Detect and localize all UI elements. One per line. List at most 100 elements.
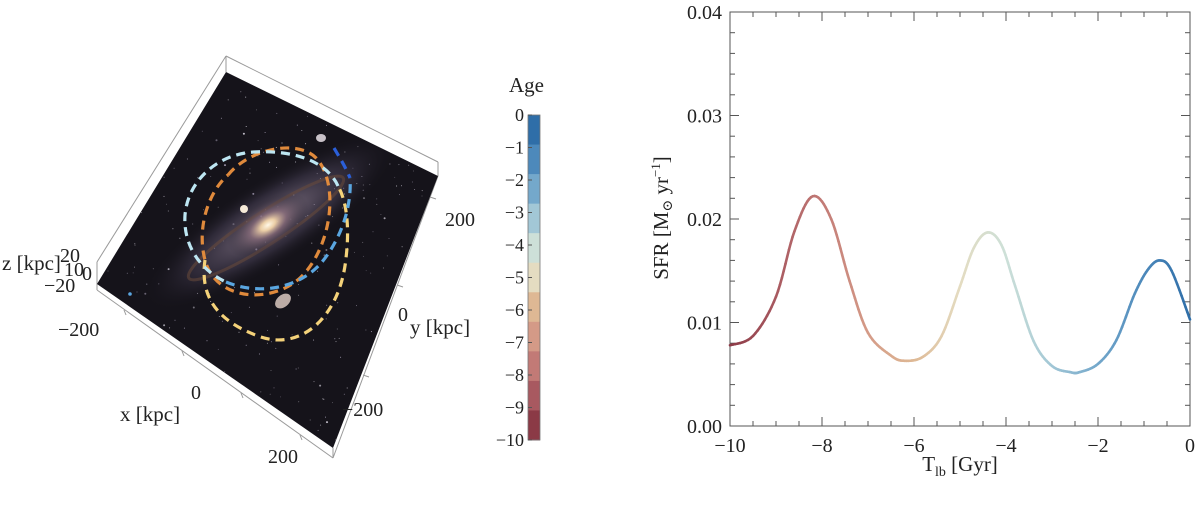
colorbar-block [528, 233, 540, 264]
star [295, 368, 297, 370]
star [233, 385, 236, 388]
star [414, 189, 416, 190]
star [173, 384, 174, 386]
star [365, 270, 367, 272]
star [267, 329, 269, 331]
star [275, 146, 277, 148]
star [166, 203, 167, 205]
colorbar-tick-label: −8 [505, 365, 524, 385]
star [326, 421, 328, 424]
star [276, 166, 277, 168]
z-tick-label: 0 [82, 263, 92, 285]
star [156, 102, 158, 104]
star [167, 210, 169, 212]
star [416, 292, 418, 294]
star [301, 443, 304, 446]
star [312, 57, 313, 58]
star [126, 101, 128, 103]
sfr-line-segment [1187, 315, 1192, 321]
colorbar-tick-label: −6 [505, 300, 524, 320]
star [340, 356, 342, 358]
star [427, 388, 429, 391]
star [183, 327, 185, 329]
star [379, 441, 380, 443]
star [194, 406, 196, 408]
star [382, 267, 384, 269]
star [269, 161, 271, 163]
star [143, 165, 146, 168]
star [134, 244, 136, 246]
star [152, 268, 154, 270]
star [243, 385, 245, 387]
star [157, 90, 159, 91]
star [414, 372, 417, 375]
star [107, 270, 109, 272]
star [302, 59, 303, 60]
star [240, 91, 242, 93]
star [325, 103, 327, 105]
y-tick-label: 200 [445, 209, 475, 231]
colorbar-block [528, 262, 540, 293]
star [335, 341, 337, 343]
star [377, 422, 378, 424]
star [270, 341, 272, 343]
star [136, 131, 138, 133]
colorbar-block [528, 292, 540, 323]
star [177, 115, 179, 117]
star [134, 266, 135, 268]
star [380, 214, 382, 215]
star [384, 97, 386, 99]
star [208, 393, 210, 395]
star [399, 330, 401, 332]
orbit-path-now [332, 147, 352, 179]
star [253, 83, 255, 85]
star [352, 109, 354, 111]
star [280, 396, 281, 398]
star [260, 391, 262, 393]
x-tick-label: −2 [1087, 435, 1108, 457]
star [176, 379, 178, 380]
star [436, 362, 438, 364]
colorbar-tick-label: −4 [505, 235, 524, 255]
star [231, 414, 233, 416]
star [352, 81, 353, 83]
star [295, 443, 297, 445]
star [408, 164, 410, 166]
star [212, 438, 214, 440]
star [376, 203, 378, 205]
star [415, 271, 417, 273]
star [174, 100, 176, 102]
star [194, 444, 196, 447]
star [176, 139, 178, 141]
star [263, 413, 265, 415]
star [370, 272, 372, 274]
star [237, 435, 239, 437]
star [396, 185, 398, 187]
colorbar-block [528, 174, 540, 205]
star [301, 66, 302, 67]
sky-3d-panel: z [kpc] 20 10 0 −20 −200 0 200 x [kpc] 2… [2, 55, 475, 468]
star [414, 287, 416, 289]
star [286, 434, 288, 436]
star [100, 385, 103, 388]
star [304, 88, 306, 90]
star [317, 429, 319, 431]
star [431, 146, 433, 147]
star [421, 190, 423, 192]
star [434, 415, 436, 417]
star [418, 85, 420, 87]
star [151, 351, 153, 353]
y-tick-labels: 0.00 0.01 0.02 0.03 0.04 [687, 2, 722, 438]
star [273, 387, 275, 389]
star [421, 195, 423, 197]
orbit-paths [183, 146, 352, 342]
star [100, 441, 102, 443]
star [174, 397, 176, 399]
star [133, 92, 135, 94]
star [135, 179, 137, 181]
star [201, 370, 203, 372]
star [337, 302, 339, 304]
star [408, 309, 410, 311]
star [179, 237, 181, 239]
